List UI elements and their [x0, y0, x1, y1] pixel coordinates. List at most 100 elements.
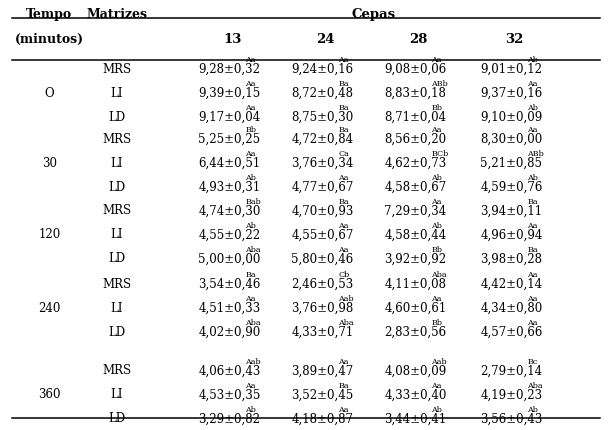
Text: 9,01±0,12: 9,01±0,12	[480, 63, 542, 76]
Text: Aab: Aab	[245, 358, 261, 366]
Text: Ba: Ba	[245, 271, 256, 279]
Text: 4,93±0,31: 4,93±0,31	[198, 181, 261, 194]
Text: 9,08±0,06: 9,08±0,06	[384, 63, 447, 76]
Text: Aa: Aa	[245, 80, 256, 89]
Text: 4,18±0,87: 4,18±0,87	[291, 412, 354, 425]
Text: Ab: Ab	[528, 174, 538, 182]
Text: Aa: Aa	[431, 126, 442, 134]
Text: Ab: Ab	[528, 104, 538, 112]
Text: 3,98±0,28: 3,98±0,28	[480, 252, 542, 265]
Text: Aa: Aa	[431, 56, 442, 64]
Text: 24: 24	[316, 34, 335, 46]
Text: 4,57±0,66: 4,57±0,66	[480, 326, 543, 339]
Text: 5,21±0,85: 5,21±0,85	[480, 157, 542, 170]
Text: 8,75±0,30: 8,75±0,30	[291, 111, 354, 124]
Text: 4,58±0,44: 4,58±0,44	[384, 228, 447, 241]
Text: O: O	[45, 87, 54, 100]
Text: 3,76±0,34: 3,76±0,34	[291, 157, 354, 170]
Text: 9,39±0,15: 9,39±0,15	[198, 87, 261, 100]
Text: 4,96±0,94: 4,96±0,94	[480, 228, 543, 241]
Text: 4,06±0,43: 4,06±0,43	[198, 364, 261, 378]
Text: Ab: Ab	[431, 405, 442, 414]
Text: Ab: Ab	[528, 405, 538, 414]
Text: 4,72±0,84: 4,72±0,84	[291, 132, 354, 146]
Text: 240: 240	[38, 302, 61, 315]
Text: LI: LI	[111, 388, 124, 402]
Text: Aa: Aa	[338, 221, 349, 230]
Text: 2,79±0,14: 2,79±0,14	[480, 364, 542, 378]
Text: 28: 28	[409, 34, 428, 46]
Text: Aa: Aa	[338, 56, 349, 64]
Text: 4,33±0,40: 4,33±0,40	[384, 388, 447, 402]
Text: Aa: Aa	[245, 150, 256, 158]
Text: 5,80±0,46: 5,80±0,46	[291, 252, 354, 265]
Text: 4,08±0,09: 4,08±0,09	[384, 364, 447, 378]
Text: 3,89±0,47: 3,89±0,47	[291, 364, 354, 378]
Text: 4,77±0,67: 4,77±0,67	[291, 181, 354, 194]
Text: Aa: Aa	[528, 271, 538, 279]
Text: Matrizes: Matrizes	[86, 8, 147, 21]
Text: Ab: Ab	[245, 174, 256, 182]
Text: Aba: Aba	[338, 319, 354, 327]
Text: Aa: Aa	[431, 295, 442, 303]
Text: LD: LD	[108, 252, 125, 265]
Text: LI: LI	[111, 228, 124, 241]
Text: Aa: Aa	[528, 221, 538, 230]
Text: LD: LD	[108, 412, 125, 425]
Text: 8,30±0,00: 8,30±0,00	[480, 132, 543, 146]
Text: 2,83±0,56: 2,83±0,56	[384, 326, 447, 339]
Text: Ba: Ba	[338, 104, 349, 112]
Text: 4,11±0,08: 4,11±0,08	[384, 278, 447, 291]
Text: Aa: Aa	[431, 197, 442, 206]
Text: Aa: Aa	[528, 126, 538, 134]
Text: LI: LI	[111, 302, 124, 315]
Text: 30: 30	[42, 157, 57, 170]
Text: Ba: Ba	[528, 246, 538, 254]
Text: Aba: Aba	[431, 271, 447, 279]
Text: Cb: Cb	[338, 271, 349, 279]
Text: 4,60±0,61: 4,60±0,61	[384, 302, 447, 315]
Text: Bc: Bc	[528, 358, 537, 366]
Text: LI: LI	[111, 157, 124, 170]
Text: 4,19±0,23: 4,19±0,23	[480, 388, 542, 402]
Text: 8,71±0,04: 8,71±0,04	[384, 111, 447, 124]
Text: 8,83±0,18: 8,83±0,18	[384, 87, 446, 100]
Text: 4,74±0,30: 4,74±0,30	[198, 204, 261, 217]
Text: Aa: Aa	[528, 319, 538, 327]
Text: 360: 360	[38, 388, 61, 402]
Text: Bab: Bab	[245, 197, 261, 206]
Text: Aa: Aa	[245, 382, 256, 390]
Text: Aba: Aba	[528, 382, 543, 390]
Text: LD: LD	[108, 326, 125, 339]
Text: 3,92±0,92: 3,92±0,92	[384, 252, 447, 265]
Text: 4,55±0,22: 4,55±0,22	[198, 228, 261, 241]
Text: Aa: Aa	[338, 405, 349, 414]
Text: Ba: Ba	[338, 126, 349, 134]
Text: 3,29±0,82: 3,29±0,82	[198, 412, 261, 425]
Text: 3,56±0,43: 3,56±0,43	[480, 412, 543, 425]
Text: Ba: Ba	[338, 197, 349, 206]
Text: 4,42±0,14: 4,42±0,14	[480, 278, 542, 291]
Text: 4,53±0,35: 4,53±0,35	[198, 388, 261, 402]
Text: Aa: Aa	[245, 104, 256, 112]
Text: Aa: Aa	[338, 358, 349, 366]
Text: (minutos): (minutos)	[15, 34, 84, 46]
Text: BCb: BCb	[431, 150, 449, 158]
Text: Aa: Aa	[245, 56, 256, 64]
Text: 4,58±0,67: 4,58±0,67	[384, 181, 447, 194]
Text: MRS: MRS	[103, 278, 132, 291]
Text: Bb: Bb	[431, 319, 442, 327]
Text: 3,52±0,45: 3,52±0,45	[291, 388, 354, 402]
Text: Ab: Ab	[431, 221, 442, 230]
Text: 3,54±0,46: 3,54±0,46	[198, 278, 261, 291]
Text: Aa: Aa	[528, 80, 538, 89]
Text: 8,56±0,20: 8,56±0,20	[384, 132, 447, 146]
Text: 3,44±0,41: 3,44±0,41	[384, 412, 447, 425]
Text: Aa: Aa	[245, 295, 256, 303]
Text: MRS: MRS	[103, 204, 132, 217]
Text: 8,72±0,48: 8,72±0,48	[291, 87, 354, 100]
Text: Ab: Ab	[431, 174, 442, 182]
Text: Ba: Ba	[528, 197, 538, 206]
Text: Aa: Aa	[431, 382, 442, 390]
Text: LD: LD	[108, 181, 125, 194]
